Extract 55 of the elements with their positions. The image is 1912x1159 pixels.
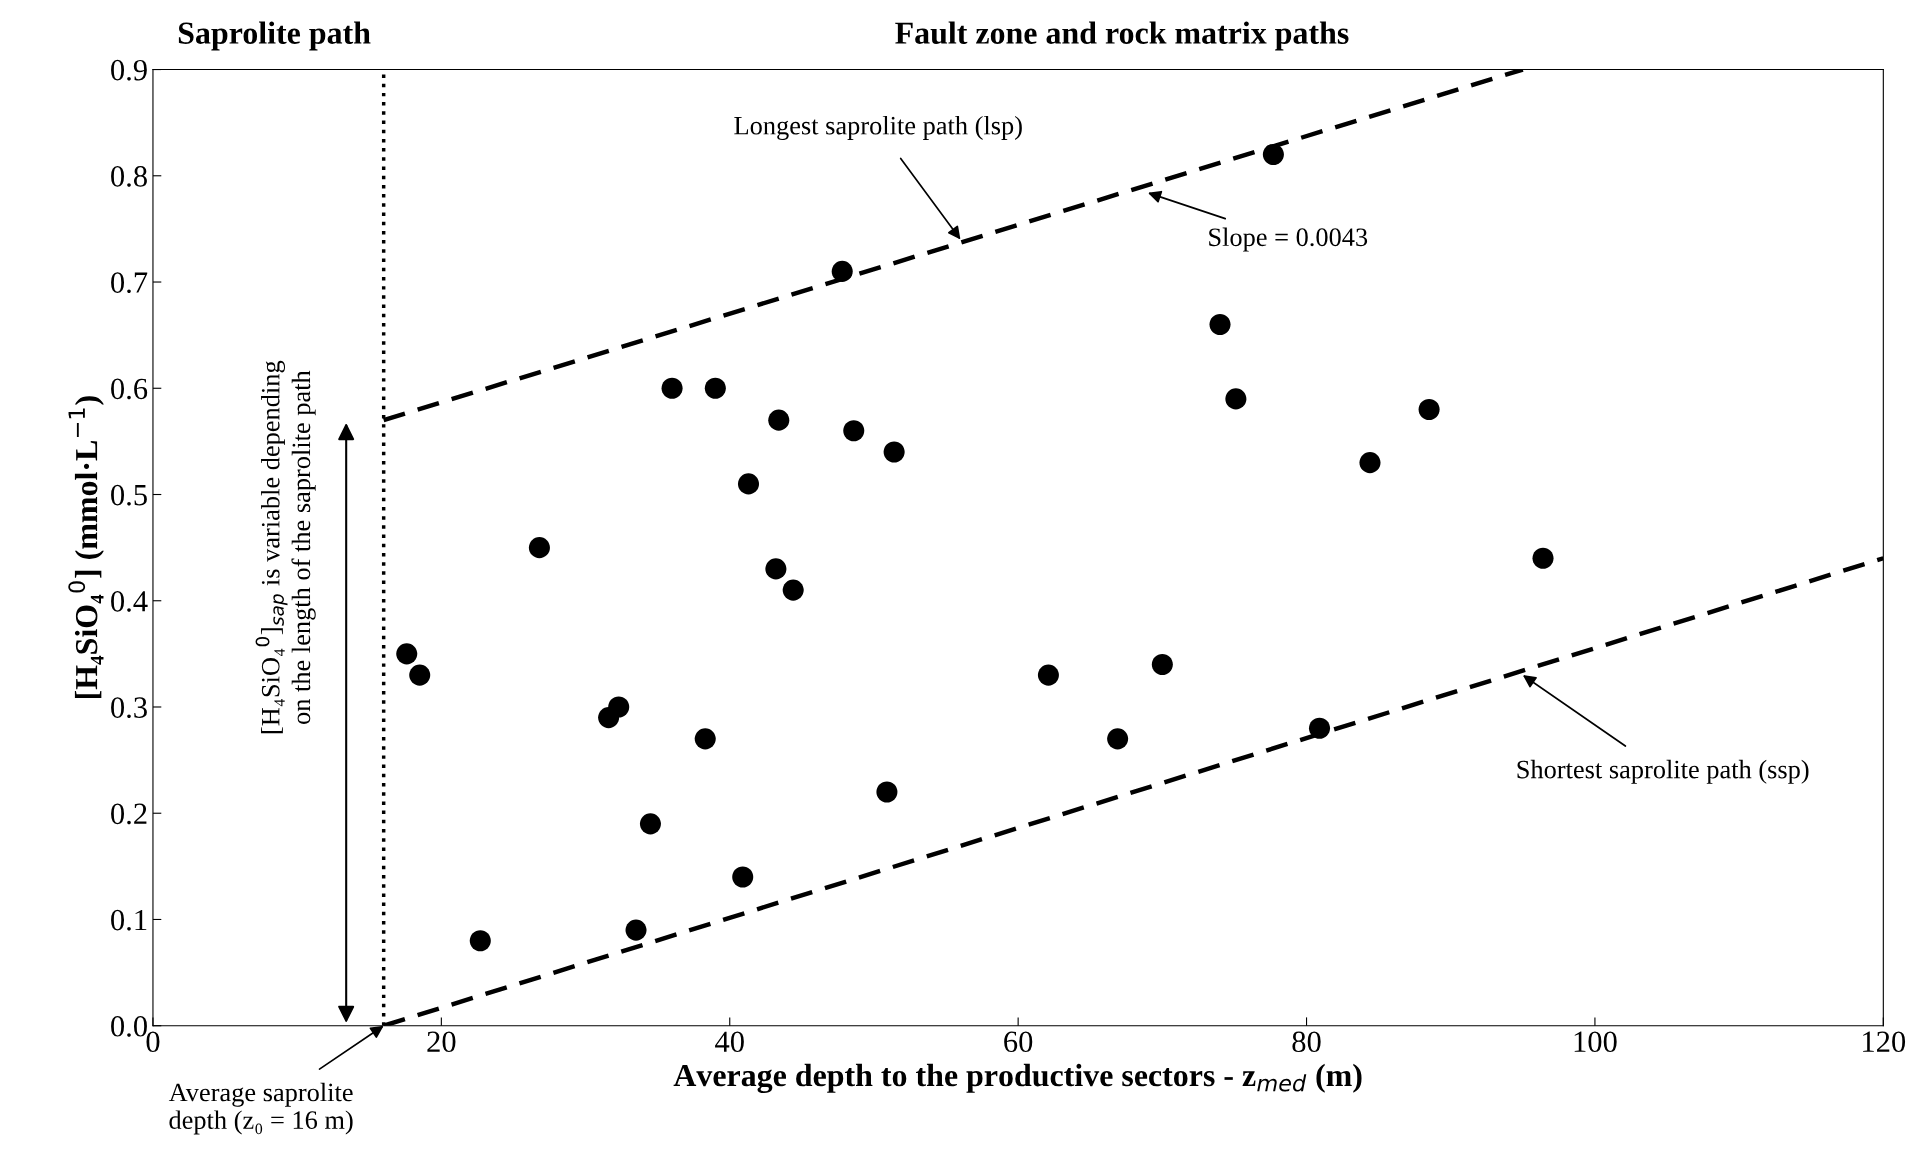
x-tick-label: 100: [1574, 1031, 1617, 1053]
annotation: Shortest saprolite path (ssp): [1517, 759, 1809, 784]
annotation: Slope = 0.0043: [1209, 227, 1368, 252]
x-tick-label: 0: [146, 1031, 160, 1053]
point: [661, 377, 683, 399]
y-tick-label: 0.4: [111, 591, 148, 612]
point: [831, 260, 853, 282]
point: [528, 537, 550, 559]
point: [1151, 653, 1173, 676]
point: [876, 781, 898, 803]
annotation: Longest saprolite path (lsp): [734, 115, 1022, 140]
point: [1037, 664, 1059, 686]
point: [782, 579, 804, 601]
point: [1532, 547, 1554, 569]
y-tick-label: 0.3: [111, 697, 147, 719]
point: [704, 377, 726, 399]
annotation: Average saprolite depth (z₀ = 16 m): [168, 1082, 353, 1135]
point: [639, 813, 661, 835]
x-tick-label: 120: [1863, 1031, 1906, 1053]
y-tick-label: 0.8: [111, 166, 147, 187]
point: [1107, 728, 1129, 750]
y-tick-label: 0.1: [111, 909, 147, 931]
point: [608, 696, 630, 718]
point: [737, 473, 760, 495]
point: [883, 441, 905, 463]
y-tick-label: 0.5: [111, 484, 147, 506]
x-tick-label: 20: [427, 1031, 456, 1053]
y-axis-title: [H₄SiO₄$^{0}$] (mmol·L$^{−1}$): [68, 396, 104, 699]
point: [1359, 452, 1381, 474]
x-tick-label: 80: [1292, 1031, 1321, 1053]
annotation: [H₄SiO₄$^{0}$]$_{sap}$ is variable depending on the length of the saprolite path: [255, 360, 316, 734]
y-tick-label: 0.9: [111, 59, 147, 81]
y-tick-label: 0.7: [111, 272, 148, 294]
point: [843, 420, 865, 442]
point: [1225, 388, 1247, 410]
x-axis-title: Average depth to the productive sectors - z$_{med}$ (m): [673, 1063, 1362, 1094]
x-tick-label: 60: [1004, 1031, 1033, 1053]
point: [1262, 144, 1284, 166]
point: [765, 558, 787, 580]
point: [625, 919, 647, 941]
point: [732, 866, 754, 888]
point: [1418, 398, 1440, 421]
point: [469, 930, 491, 952]
point: [409, 664, 431, 686]
point: [1209, 313, 1231, 336]
y-tick-label: 0.2: [111, 803, 147, 825]
text: Saprolite path: [178, 21, 371, 51]
point: [396, 643, 418, 665]
x-tick-label: 40: [715, 1031, 744, 1053]
text: Fault zone and rock matrix paths: [895, 21, 1349, 51]
point: [694, 728, 716, 750]
y-tick-label: 0.0: [111, 1016, 147, 1037]
point: [1308, 717, 1331, 739]
y-tick-label: 0.6: [111, 378, 148, 400]
point: [768, 409, 790, 431]
